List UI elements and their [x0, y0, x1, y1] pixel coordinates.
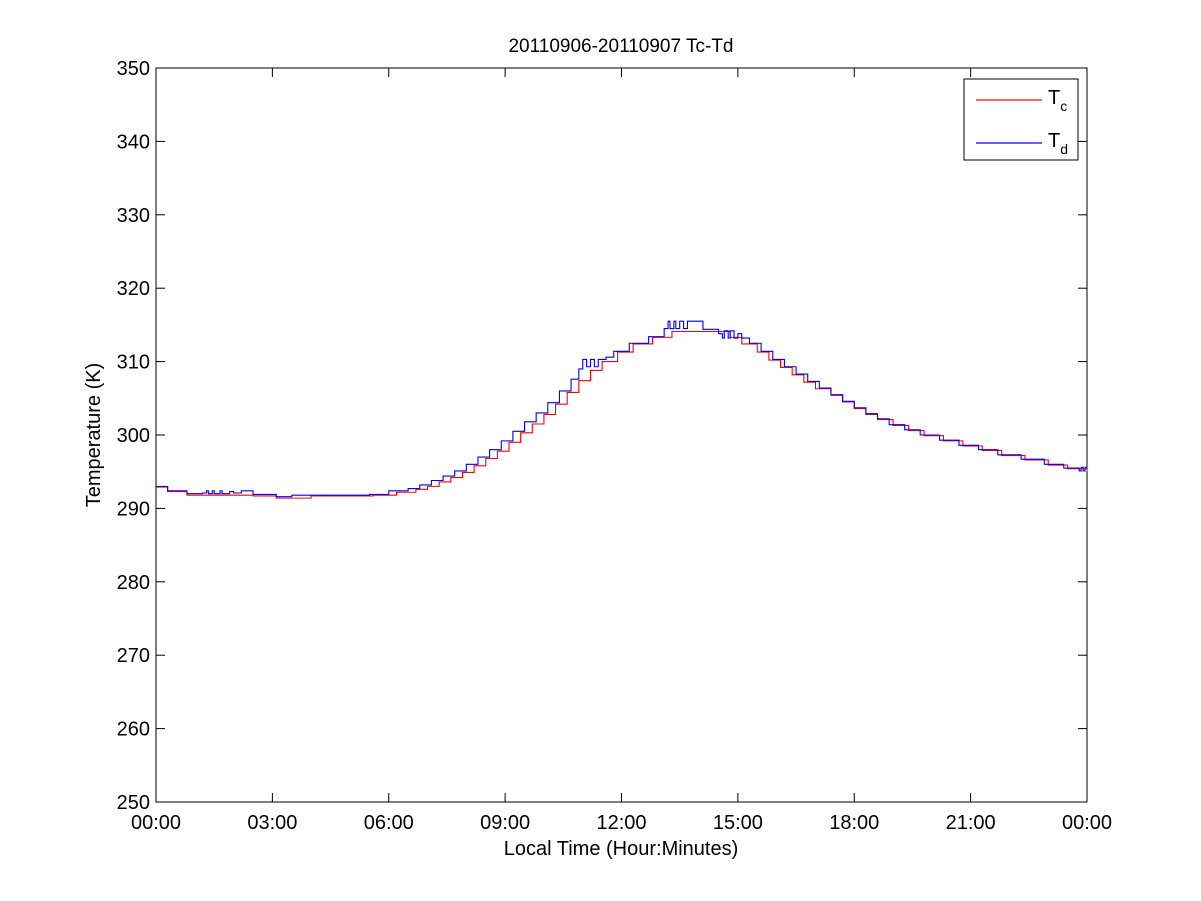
x-tick-label: 18:00 — [829, 812, 879, 834]
y-tick-labels: 250 260 270 280 290 300 310 320 330 340 350 — [117, 58, 150, 814]
x-tick-label: 12:00 — [596, 812, 646, 834]
x-tick-label: 00:00 — [1062, 812, 1112, 834]
y-tick-label: 320 — [117, 278, 150, 300]
y-tick-label: 290 — [117, 498, 150, 520]
series-line-tc — [156, 330, 1088, 499]
y-tick-label: 300 — [117, 425, 150, 447]
legend-label-main: T — [1048, 87, 1060, 109]
series-line-td — [156, 320, 1088, 498]
x-tick-label: 03:00 — [247, 812, 297, 834]
y-axis-label: Temperature (K) — [83, 363, 105, 508]
x-tick-label: 21:00 — [946, 812, 996, 834]
x-tick-label: 09:00 — [480, 812, 530, 834]
plot-area — [155, 67, 1088, 803]
plot-frame — [155, 67, 1088, 803]
y-tick-label: 330 — [117, 205, 150, 227]
legend-label: Td — [1048, 130, 1068, 157]
y-tick-label: 340 — [117, 131, 150, 153]
y-tick-label: 260 — [117, 719, 150, 741]
legend-box — [963, 78, 1079, 161]
y-tick-label: 280 — [117, 572, 150, 594]
legend-label-main: T — [1048, 130, 1060, 152]
y-tick-label: 350 — [117, 58, 150, 80]
legend-label-sub: c — [1060, 98, 1067, 114]
x-axis-label: Local Time (Hour:Minutes) — [504, 838, 739, 860]
x-tick-label: 06:00 — [364, 812, 414, 834]
legend-label-sub: d — [1060, 141, 1068, 157]
y-tick-label: 310 — [117, 352, 150, 374]
y-tick-label: 250 — [117, 792, 150, 814]
legend-entry-td: Td — [976, 130, 1068, 157]
x-tick-label: 15:00 — [713, 812, 763, 834]
y-tick-label: 270 — [117, 645, 150, 667]
chart-title: 20110906-20110907 Tc-Td — [508, 36, 733, 57]
legend-entry-tc: Tc — [976, 87, 1067, 114]
tick-marks — [155, 67, 1088, 803]
x-tick-labels: 00:00 03:00 06:00 09:00 12:00 15:00 18:00 21:00… — [131, 812, 1112, 834]
series-layer — [156, 320, 1088, 499]
legend-label: Tc — [1048, 87, 1067, 114]
x-tick-label: 00:00 — [131, 812, 181, 834]
